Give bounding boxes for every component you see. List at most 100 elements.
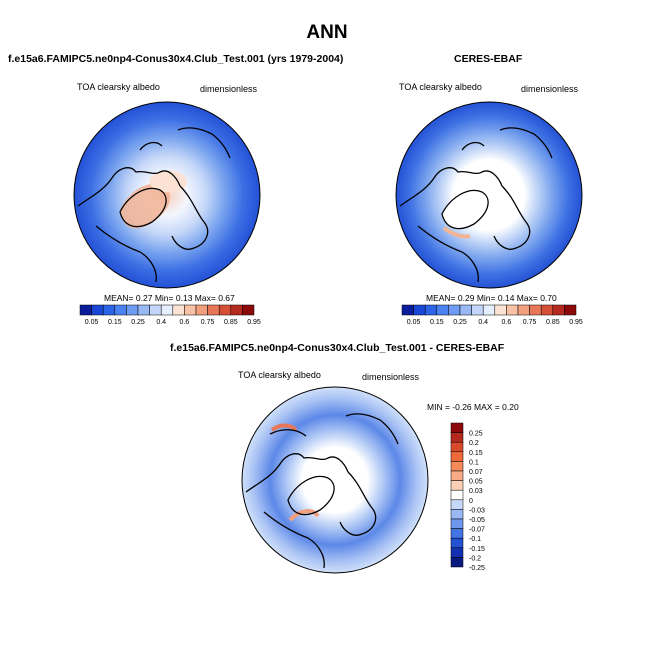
- colorbar-1-swatch: [114, 304, 127, 316]
- colorbar-2-swatch: [401, 304, 414, 316]
- panel-2-units-label: dimensionless: [521, 84, 579, 94]
- panel-2-mean-label: MEAN=: [426, 293, 456, 303]
- panel-1-variable-label: TOA clearsky albedo: [77, 82, 160, 92]
- panel-3-min-value: -0.26: [452, 402, 472, 412]
- colorbar-3-label: -0.03: [469, 507, 485, 514]
- colorbar-2-swatch: [529, 304, 542, 316]
- colorbar-3-label: -0.05: [469, 517, 485, 524]
- panel-1-title: f.e15a6.FAMIPC5.ne0np4-Conus30x4.Club_Te…: [8, 53, 344, 65]
- colorbar-3-label: -0.15: [469, 546, 485, 553]
- colorbar-3-swatch: [450, 537, 464, 549]
- colorbar-1-swatch: [102, 304, 116, 316]
- colorbar-3-label: -0.1: [469, 536, 481, 543]
- colorbar-2-label: 0.05: [407, 319, 421, 326]
- panel-1-max-value: 0.67: [218, 293, 235, 303]
- panel-3-colorbar: 0.25 0.2 0.15 0.1 0.07 0.05 0.03 0 -0.03 -0.05 -0.…: [450, 422, 485, 572]
- colorbar-3-label: 0.1: [469, 459, 479, 466]
- panel-1-mean-label: MEAN=: [104, 293, 134, 303]
- colorbar-2-label: 0.4: [478, 319, 488, 326]
- colorbar-1-label: 0.85: [224, 319, 238, 326]
- colorbar-3-swatch: [450, 461, 464, 472]
- panel-2-title: CERES-EBAF: [454, 53, 523, 65]
- colorbar-2-label: 0.85: [546, 319, 560, 326]
- colorbar-3-label: -0.2: [469, 555, 481, 562]
- panel-2-colorbar: 0.05 0.15 0.25 0.4 0.6 0.75 0.85 0.95: [401, 304, 583, 326]
- panel-1-map: [73, 101, 261, 289]
- colorbar-2-label: 0.15: [430, 319, 444, 326]
- colorbar-3-swatch: [450, 480, 464, 491]
- colorbar-2-swatch: [482, 304, 496, 316]
- panel-2-min-value: 0.14: [497, 293, 515, 303]
- colorbar-2-swatch: [564, 304, 577, 316]
- colorbar-3-label: 0: [469, 498, 473, 505]
- colorbar-3-swatch: [450, 441, 464, 453]
- colorbar-3-swatch: [450, 557, 464, 568]
- colorbar-1-label: 0.75: [201, 319, 215, 326]
- colorbar-3-swatch: [450, 509, 464, 520]
- panel-1-min-label: Min=: [154, 293, 174, 303]
- colorbar-2-swatch: [413, 304, 426, 316]
- colorbar-1-swatch: [79, 304, 92, 316]
- colorbar-3-label: 0.2: [469, 440, 479, 447]
- colorbar-3-swatch: [450, 451, 464, 462]
- colorbar-1-swatch: [137, 304, 150, 316]
- colorbar-1-swatch: [149, 304, 162, 316]
- colorbar-2-label: 0.75: [523, 319, 537, 326]
- panel-2-mean-value: 0.29: [457, 293, 475, 303]
- colorbar-2-swatch: [424, 304, 438, 316]
- colorbar-2-label: 0.6: [502, 319, 512, 326]
- colorbar-1-swatch: [207, 304, 220, 316]
- colorbar-3-swatch: [450, 432, 464, 443]
- colorbar-3-label: 0.07: [469, 469, 483, 476]
- colorbar-1-label: 0.6: [180, 319, 190, 326]
- colorbar-1-label: 0.25: [131, 319, 145, 326]
- panel-3-stats: MIN = -0.26 MAX = 0.20: [427, 402, 519, 412]
- panel-3-units-label: dimensionless: [362, 372, 420, 382]
- colorbar-2-swatch: [506, 304, 519, 316]
- panel-2-variable-label: TOA clearsky albedo: [399, 82, 482, 92]
- colorbar-2-swatch: [517, 304, 530, 316]
- colorbar-3-label: 0.15: [469, 450, 483, 457]
- colorbar-1-label: 0.95: [247, 319, 261, 326]
- colorbar-2-swatch: [459, 304, 472, 316]
- panel-2-min-label: Min=: [476, 293, 496, 303]
- colorbar-1-swatch: [126, 304, 139, 316]
- colorbar-1-label: 0.05: [85, 319, 99, 326]
- colorbar-1-swatch: [230, 304, 243, 316]
- colorbar-1-label: 0.15: [108, 319, 122, 326]
- colorbar-1-label: 0.4: [156, 319, 166, 326]
- colorbar-3-label: 0.03: [469, 488, 483, 495]
- panel-3-max-value: 0.20: [502, 402, 519, 412]
- colorbar-3-swatch: [450, 518, 464, 529]
- panel-2-stats: MEAN= 0.29 Min= 0.14 Max= 0.70: [426, 293, 557, 303]
- panel-1-max-label: Max=: [194, 293, 216, 303]
- colorbar-3-label: -0.25: [469, 565, 485, 572]
- panel-3-coastlines: [245, 413, 399, 569]
- colorbar-3-swatch: [450, 470, 464, 481]
- colorbar-3-swatch: [450, 489, 464, 501]
- colorbar-2-swatch: [448, 304, 461, 316]
- colorbar-2-swatch: [436, 304, 449, 316]
- panel-1-min-value: 0.13: [175, 293, 193, 303]
- colorbar-1-swatch: [184, 304, 197, 316]
- colorbar-3-swatch: [450, 547, 464, 558]
- colorbar-1-swatch: [195, 304, 208, 316]
- panel-3-min-label: MIN =: [427, 402, 450, 412]
- panel-3-max-label: MAX =: [474, 402, 500, 412]
- colorbar-2-swatch: [552, 304, 565, 316]
- colorbar-3-swatch: [450, 422, 464, 433]
- colorbar-1-swatch: [91, 304, 104, 316]
- colorbar-3-label: 0.25: [469, 431, 483, 438]
- panel-3-map: [241, 386, 429, 574]
- panel-2-max-label: Max=: [516, 293, 538, 303]
- page-title: ANN: [306, 22, 348, 43]
- colorbar-3-swatch: [450, 528, 464, 539]
- panel-3-variable-label: TOA clearsky albedo: [238, 370, 321, 380]
- panel-2-coastlines: [399, 127, 553, 283]
- colorbar-3-swatch: [450, 499, 464, 510]
- colorbar-2-swatch: [471, 304, 484, 316]
- panel-1-stats: MEAN= 0.27 Min= 0.13 Max= 0.67: [104, 293, 235, 303]
- colorbar-1-swatch: [172, 304, 185, 316]
- colorbar-2-swatch: [540, 304, 554, 316]
- panel-1-coastlines: [77, 127, 231, 283]
